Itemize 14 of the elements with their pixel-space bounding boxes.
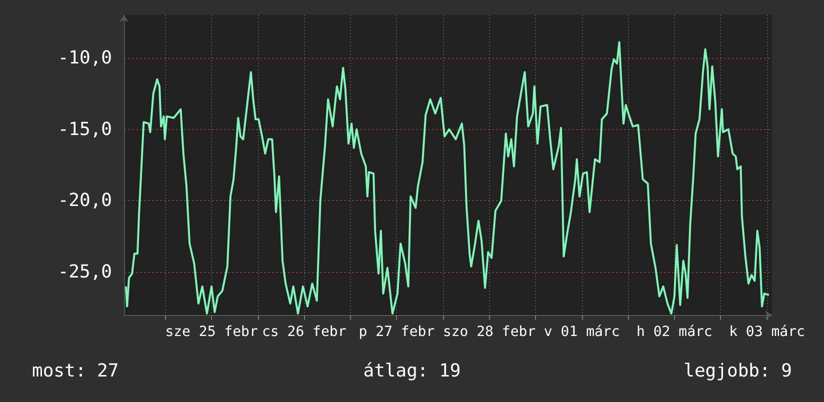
x-tick-label: h 02 márc <box>636 324 712 340</box>
y-tick-label: -20,0 <box>58 190 112 212</box>
text: most: 27 <box>32 360 119 382</box>
x-tick-label: sze 25 febr <box>165 324 258 340</box>
x-tick-label: p 27 febr <box>358 324 435 340</box>
x-tick-label: k 03 márc <box>729 324 805 340</box>
text: átlag: 19 <box>363 360 461 382</box>
x-tick-label: szo 28 febr <box>442 324 536 340</box>
text: legjobb: 9 <box>684 360 792 382</box>
y-tick-label: -10,0 <box>58 47 112 68</box>
y-tick-label: -15,0 <box>58 118 112 140</box>
x-tick-label: v 01 márc <box>544 324 620 340</box>
x-tick-label: cs 26 febr <box>262 324 346 340</box>
y-tick-label: -25,0 <box>58 262 112 283</box>
